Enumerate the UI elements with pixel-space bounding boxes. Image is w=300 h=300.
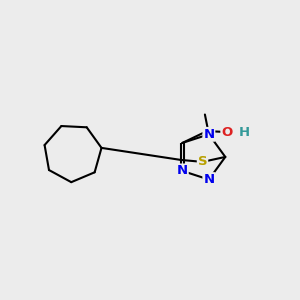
Text: N: N [203,173,214,186]
Text: O: O [221,126,232,139]
Text: N: N [177,164,188,177]
Text: H: H [238,126,250,139]
Text: N: N [203,128,214,141]
Text: S: S [198,155,207,168]
